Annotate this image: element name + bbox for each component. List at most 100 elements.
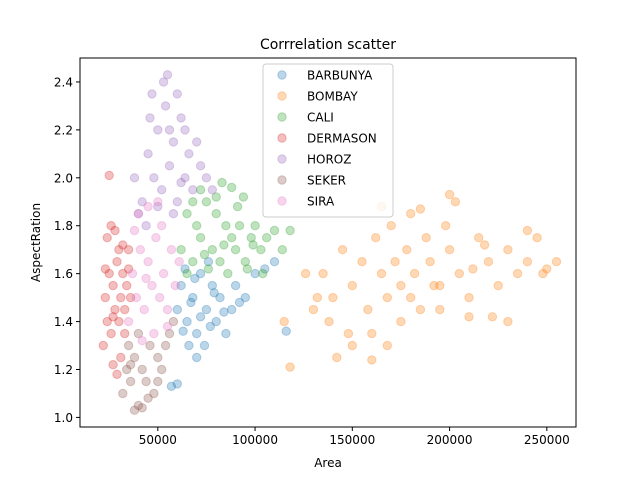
- data-point-bombay: [421, 233, 431, 243]
- data-point-seker: [168, 316, 179, 327]
- data-point-sira: [143, 201, 153, 212]
- data-point-horoz: [157, 185, 167, 195]
- data-point-cali: [242, 264, 253, 274]
- data-point-bombay: [441, 221, 451, 231]
- data-point-horoz: [176, 113, 186, 123]
- data-point-seker: [141, 376, 151, 387]
- x-tick-label: 200000: [427, 433, 473, 447]
- data-point-barbunya: [260, 264, 270, 274]
- plot-area: [98, 70, 562, 415]
- y-tick-label: 2.4: [54, 75, 73, 89]
- y-tick-label: 1.2: [54, 363, 73, 377]
- data-point-seker: [122, 364, 132, 375]
- data-point-sira: [155, 292, 165, 303]
- data-point-horoz: [145, 113, 155, 123]
- data-point-bombay: [468, 264, 478, 274]
- data-point-bombay: [454, 268, 464, 279]
- x-axis-label: Area: [314, 456, 342, 470]
- data-point-bombay: [464, 312, 474, 322]
- data-point-bombay: [444, 245, 455, 255]
- data-point-horoz: [168, 137, 179, 147]
- data-point-bombay: [300, 268, 311, 279]
- data-point-horoz: [172, 197, 183, 207]
- x-axis: 50000 100000 150000 200000 250000: [139, 427, 570, 447]
- data-point-bombay: [464, 292, 474, 303]
- data-point-seker: [118, 388, 128, 399]
- data-point-cali: [248, 240, 258, 250]
- data-point-barbunya: [172, 379, 183, 389]
- data-point-dermason: [110, 304, 120, 315]
- legend-label-seker: SEKER: [307, 174, 346, 188]
- data-point-bombay: [429, 280, 439, 291]
- data-point-bombay: [376, 268, 387, 279]
- data-point-cali: [195, 185, 206, 195]
- data-point-barbunya: [195, 312, 206, 322]
- data-point-bombay: [542, 264, 552, 274]
- data-point-bombay: [409, 268, 420, 279]
- data-point-cali: [269, 225, 280, 236]
- data-point-barbunya: [180, 264, 190, 274]
- data-point-seker: [143, 393, 153, 403]
- data-point-dermason: [112, 369, 122, 379]
- data-point-sira: [135, 245, 146, 255]
- data-point-dermason: [104, 170, 114, 181]
- data-point-sira: [131, 292, 142, 303]
- data-point-dermason: [123, 245, 134, 255]
- data-point-horoz: [195, 161, 206, 171]
- data-point-cali: [285, 225, 295, 236]
- data-point-cali: [192, 221, 202, 231]
- data-point-barbunya: [199, 340, 210, 351]
- data-point-barbunya: [269, 257, 280, 267]
- y-axis-label: AspectRation: [29, 203, 43, 282]
- data-point-seker: [137, 403, 147, 413]
- data-point-cali: [227, 233, 237, 243]
- data-point-horoz: [141, 221, 151, 231]
- data-point-sira: [162, 321, 173, 332]
- data-point-dermason: [116, 292, 126, 303]
- data-point-bombay: [538, 268, 548, 279]
- data-point-sira: [141, 273, 151, 284]
- data-point-sira: [166, 245, 177, 255]
- data-point-barbunya: [281, 326, 291, 336]
- data-point-cali: [211, 209, 221, 219]
- data-point-bombay: [363, 304, 373, 315]
- data-point-dermason: [118, 268, 128, 279]
- data-point-horoz: [147, 89, 157, 99]
- data-point-bombay: [474, 233, 484, 243]
- x-tick-label: 250000: [524, 433, 570, 447]
- data-point-horoz: [201, 173, 212, 183]
- y-tick-label: 1.6: [54, 267, 73, 281]
- y-tick-label: 1.0: [54, 411, 73, 425]
- data-point-bombay: [357, 257, 367, 267]
- data-point-bombay: [332, 352, 342, 363]
- data-point-bombay: [371, 233, 381, 243]
- data-point-horoz: [162, 70, 173, 80]
- data-point-seker: [133, 328, 144, 339]
- data-point-cali: [234, 221, 245, 231]
- data-point-barbunya: [250, 268, 260, 279]
- data-point-bombay: [450, 197, 461, 207]
- data-point-cali: [232, 201, 243, 212]
- data-point-horoz: [184, 149, 194, 159]
- legend-marker-sira: [277, 196, 287, 206]
- legend-label-bombay: BOMBAY: [307, 90, 358, 104]
- legend-label-barbunya: BARBUNYA: [307, 69, 373, 83]
- legend-marker-dermason: [277, 133, 287, 143]
- data-point-barbunya: [234, 297, 245, 308]
- data-point-sira: [151, 233, 161, 243]
- data-point-barbunya: [195, 268, 206, 279]
- data-point-bombay: [328, 292, 338, 303]
- data-point-bombay: [324, 316, 334, 327]
- data-point-dermason: [114, 245, 124, 255]
- legend-marker-barbunya: [277, 70, 287, 80]
- legend-label-cali: CALI: [307, 111, 334, 125]
- data-point-seker: [129, 405, 140, 415]
- data-point-barbunya: [184, 340, 194, 351]
- data-point-horoz: [153, 125, 163, 135]
- chart-title: Corrrelation scatter: [260, 37, 396, 53]
- data-point-cali: [217, 177, 227, 188]
- data-point-bombay: [382, 340, 392, 351]
- data-point-bombay: [512, 268, 523, 279]
- data-point-dermason: [120, 304, 130, 315]
- data-point-cali: [195, 233, 206, 243]
